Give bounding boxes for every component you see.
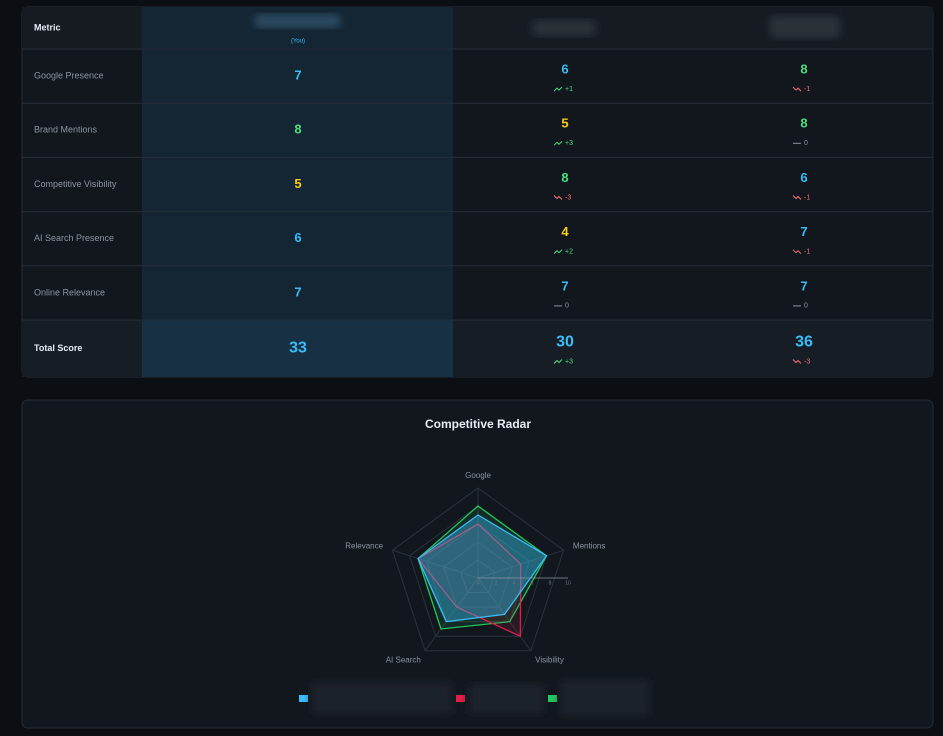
header-metric: Metric xyxy=(34,22,61,32)
blurred-name xyxy=(770,16,840,38)
trend-icon xyxy=(553,359,563,364)
axis-label: AI Search xyxy=(386,656,421,665)
axis-label: Visibility xyxy=(535,656,564,665)
axis-label: Mentions xyxy=(573,542,605,551)
legend-swatch xyxy=(456,695,465,702)
competitor-value: 5 xyxy=(561,116,568,131)
competitor-value: 6 xyxy=(561,62,568,77)
you-value: 5 xyxy=(294,176,301,191)
r-tick-label: 10 xyxy=(565,580,571,586)
trend-icon xyxy=(792,195,802,200)
competitor-value: 8 xyxy=(561,170,568,185)
r-tick-label: 6 xyxy=(531,580,534,586)
axis-label: Google xyxy=(465,471,491,480)
spoke xyxy=(424,577,479,652)
delta: -1 xyxy=(804,86,810,93)
chart-title: Competitive Radar xyxy=(425,417,531,431)
metric-label: Total Score xyxy=(34,343,82,353)
blurred-name xyxy=(255,14,340,28)
delta: +3 xyxy=(565,358,573,365)
competitor-value: 7 xyxy=(800,224,807,239)
competitor-value: 36 xyxy=(795,334,813,351)
delta: 0 xyxy=(804,140,808,147)
blurred-name xyxy=(533,20,595,36)
trend-icon xyxy=(792,86,802,92)
trend-icon xyxy=(792,359,802,364)
grid-ring xyxy=(443,541,513,608)
grid-ring xyxy=(391,487,565,652)
delta: +3 xyxy=(565,140,573,147)
spoke xyxy=(392,549,479,579)
grid-ring xyxy=(426,523,530,623)
competitor-value: 6 xyxy=(800,170,807,185)
total-you-bg xyxy=(142,320,453,377)
trend-icon xyxy=(553,249,563,255)
r-tick-label: 0 xyxy=(477,580,480,586)
metric-label: Online Relevance xyxy=(34,287,105,297)
header-cell xyxy=(453,7,933,49)
delta: 0 xyxy=(565,303,569,310)
blurred-legend xyxy=(312,682,452,714)
grid-ring xyxy=(460,559,496,594)
r-tick-label: 2 xyxy=(495,580,498,586)
trend-icon xyxy=(553,140,563,146)
header-cell xyxy=(22,7,142,49)
axis-label: Relevance xyxy=(345,542,383,551)
legend-swatch xyxy=(299,695,308,702)
metric-label: Competitive Visibility xyxy=(34,179,117,189)
blurred-legend xyxy=(469,684,544,714)
r-tick-label: 8 xyxy=(549,580,552,586)
competitor-value: 7 xyxy=(561,278,568,293)
delta: +2 xyxy=(565,249,573,256)
delta: -3 xyxy=(565,194,571,201)
you-value: 6 xyxy=(294,230,301,245)
delta: -3 xyxy=(804,358,810,365)
competitor-value: 7 xyxy=(800,278,807,293)
metric-label: AI Search Presence xyxy=(34,233,114,243)
metric-label: Google Presence xyxy=(34,70,104,80)
competitor-value: 8 xyxy=(800,116,807,131)
trend-icon xyxy=(792,249,802,255)
radar-series xyxy=(417,523,522,638)
legend-swatch xyxy=(548,695,557,702)
delta: -1 xyxy=(804,249,810,256)
competitor-value: 30 xyxy=(556,334,574,351)
competitor-value: 4 xyxy=(561,224,569,239)
you-value: 7 xyxy=(294,68,301,83)
metric-label: Brand Mentions xyxy=(34,125,98,135)
you-value: 33 xyxy=(289,340,307,357)
you-value: 8 xyxy=(294,122,301,137)
delta: -1 xyxy=(804,194,810,201)
blurred-legend xyxy=(561,680,649,716)
competitor-value: 8 xyxy=(800,62,807,77)
delta: 0 xyxy=(804,303,808,310)
trend-icon xyxy=(553,86,563,92)
you-column xyxy=(142,7,453,377)
radar-series xyxy=(417,514,548,623)
r-tick-label: 4 xyxy=(513,580,516,586)
delta: +1 xyxy=(565,86,573,93)
you-tag: (You) xyxy=(291,39,305,45)
you-value: 7 xyxy=(294,284,301,299)
trend-icon xyxy=(553,195,563,200)
